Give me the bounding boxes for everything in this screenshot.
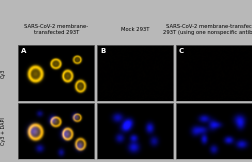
Text: B: B: [100, 48, 105, 54]
Text: SARS-CoV-2 membrane-transfected
293T (using one nonspecific antibody): SARS-CoV-2 membrane-transfected 293T (us…: [162, 23, 252, 35]
Text: C: C: [178, 48, 183, 54]
Text: A: A: [21, 48, 26, 54]
Text: Mock 293T: Mock 293T: [120, 27, 149, 32]
Text: Cy3: Cy3: [1, 69, 6, 78]
Text: SARS-CoV-2 membrane-
transfected 293T: SARS-CoV-2 membrane- transfected 293T: [24, 23, 88, 35]
Text: Cy3 + DAPI: Cy3 + DAPI: [1, 117, 6, 145]
